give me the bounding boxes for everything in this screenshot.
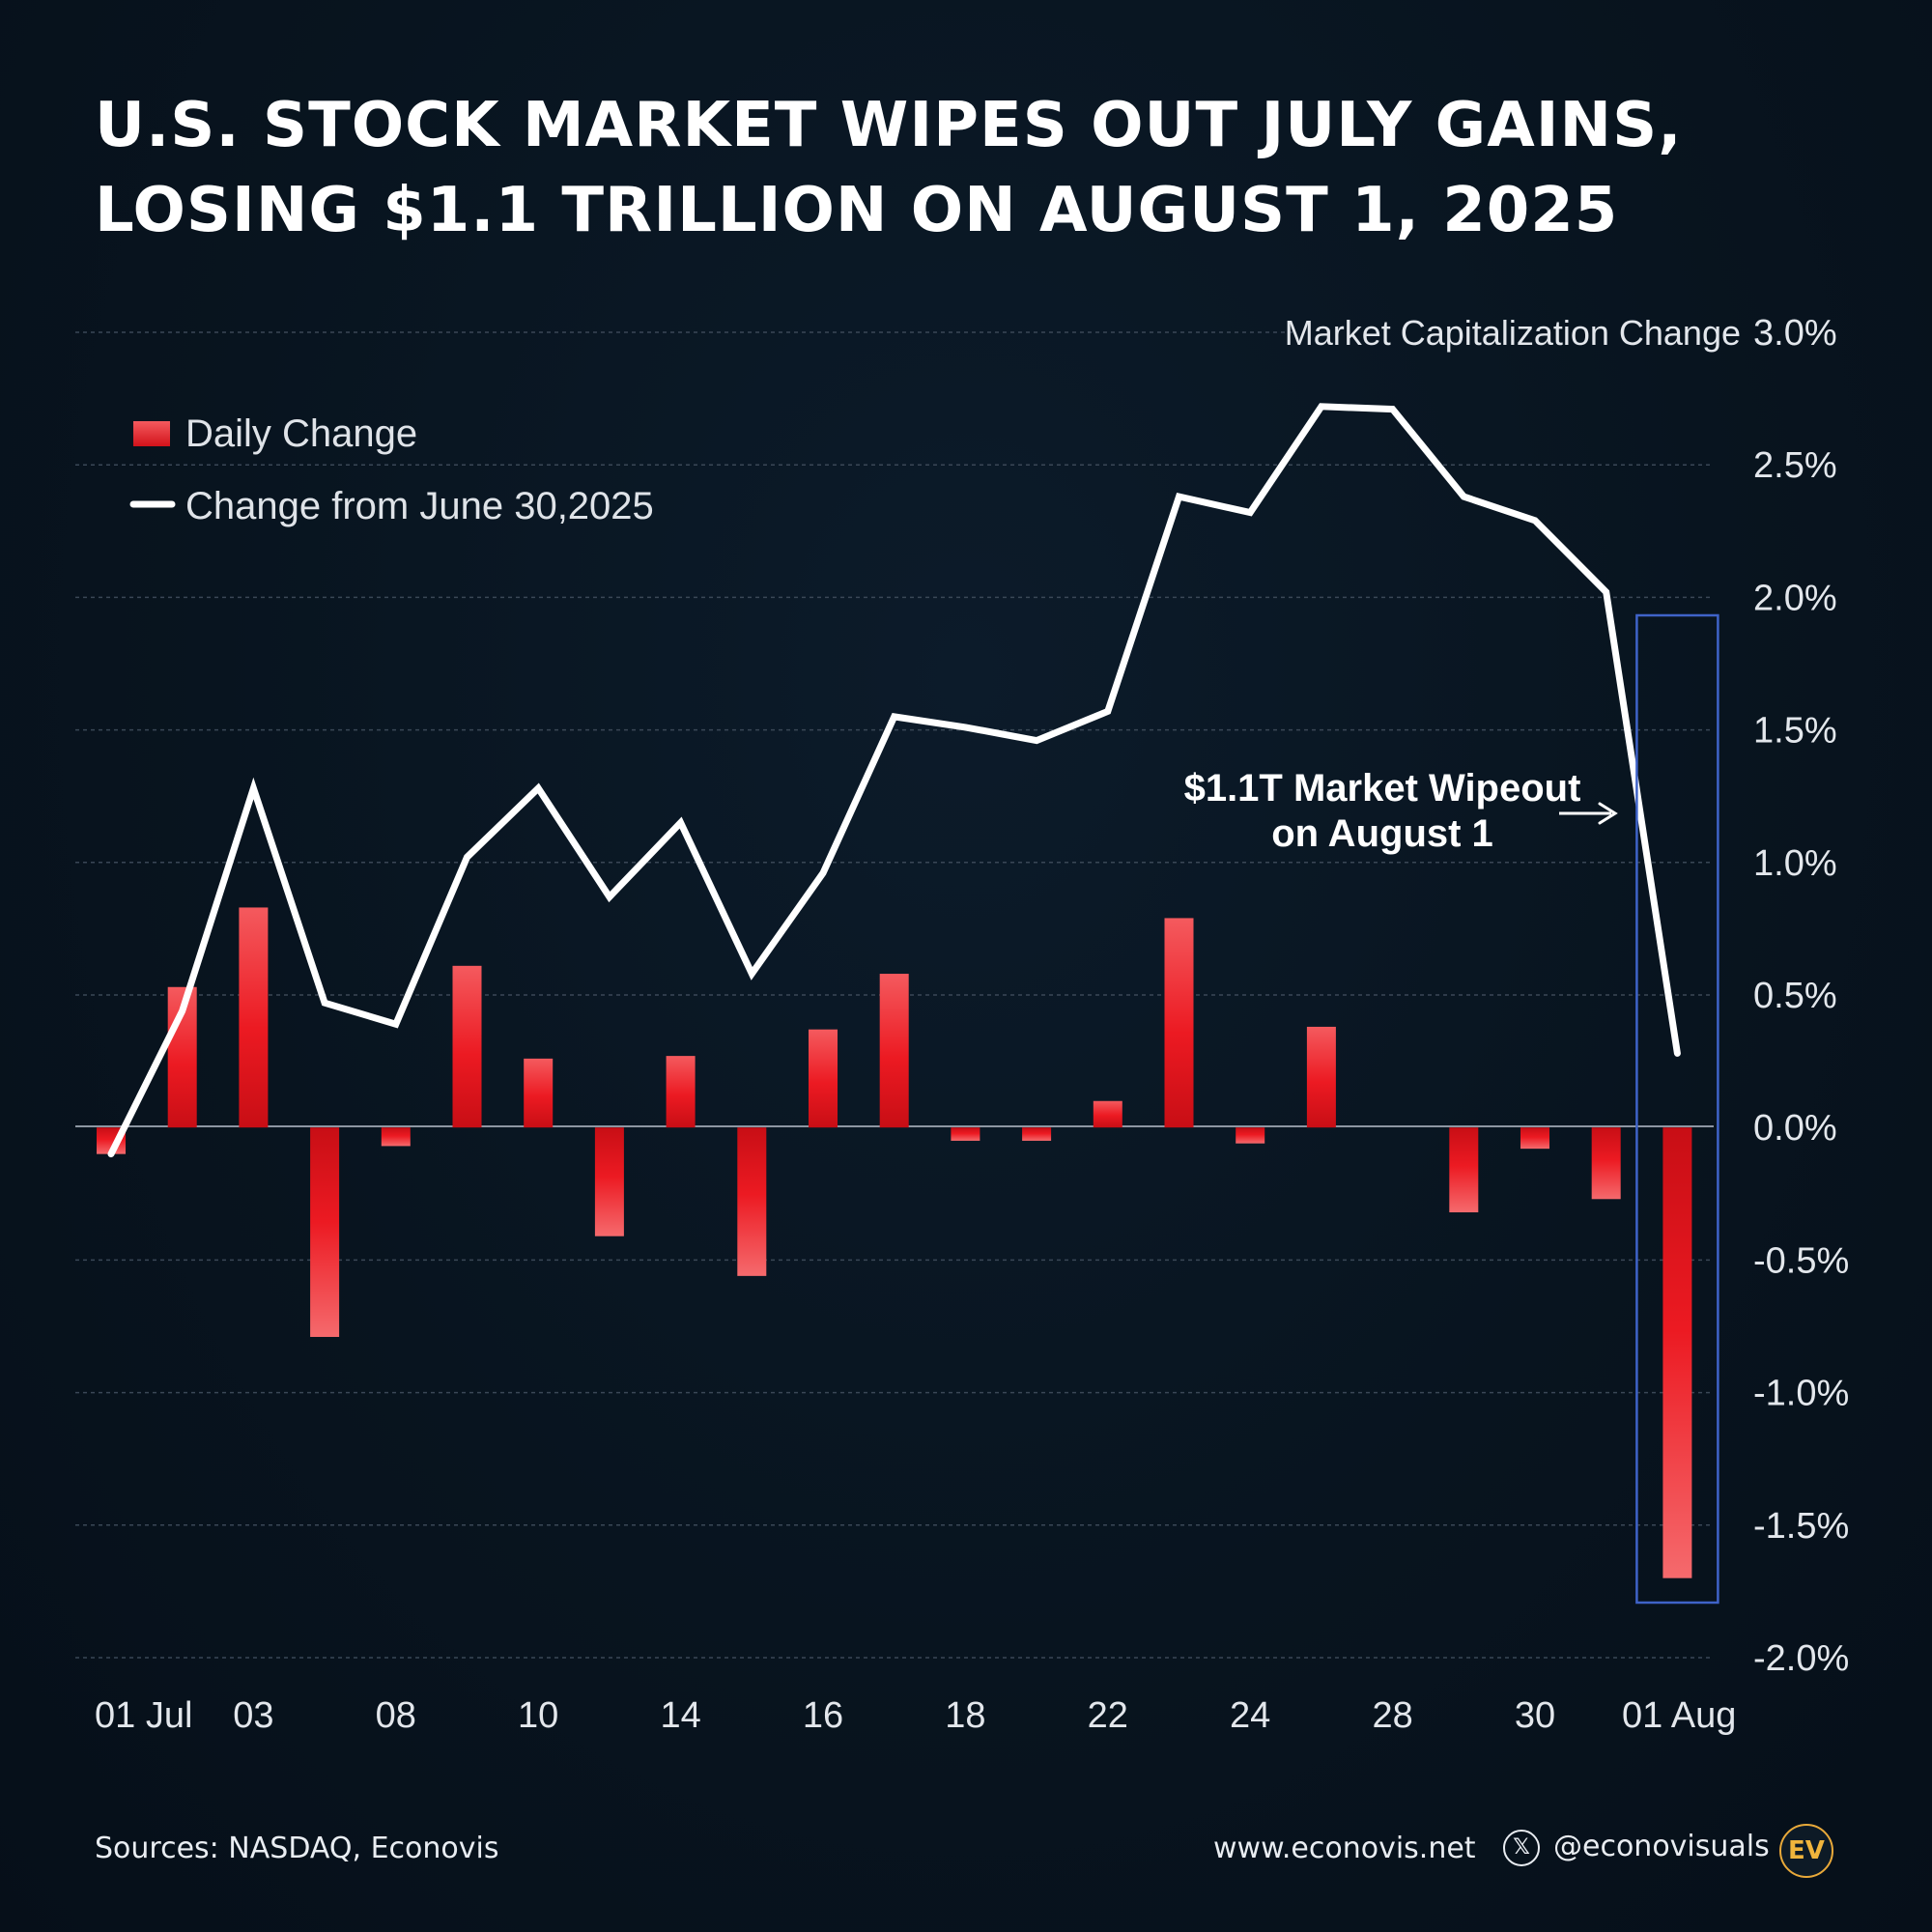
arrow-right-icon: [1559, 802, 1618, 825]
daily-change-bar: [310, 1127, 340, 1337]
y-tick-label: 2.0%: [1753, 578, 1837, 618]
annotation: $1.1T Market Wipeout on August 1: [1184, 767, 1618, 855]
y-tick-label: -0.5%: [1753, 1240, 1849, 1281]
website-link[interactable]: www.econovis.net: [1213, 1832, 1476, 1865]
daily-change-bar: [1306, 1026, 1336, 1128]
daily-change-bar: [1520, 1127, 1549, 1150]
y-tick-label: 0.5%: [1753, 976, 1837, 1016]
daily-change-bar: [452, 965, 482, 1128]
x-logo-icon[interactable]: 𝕏: [1503, 1830, 1540, 1866]
x-tick-label: 01 Aug: [1622, 1695, 1736, 1736]
daily-change-bar: [239, 907, 269, 1128]
y-tick-label: 1.0%: [1753, 843, 1837, 884]
x-tick-label: 08: [376, 1695, 416, 1736]
daily-change-bar: [951, 1127, 980, 1141]
x-tick-label: 03: [233, 1695, 273, 1736]
x-tick-label: 28: [1372, 1695, 1412, 1736]
daily-change-bars: [97, 907, 1692, 1578]
x-tick-label: 01 Jul: [95, 1695, 192, 1736]
chart-title-line-2: LOSING $1.1 TRILLION ON AUGUST 1, 2025: [95, 175, 1619, 246]
x-tick-label: 14: [660, 1695, 700, 1736]
econovis-logo: EV: [1779, 1824, 1833, 1878]
x-axis-ticks: 01 Jul 03 08 10 14 16 18 22 24 28 30 01 Aug: [95, 1695, 1736, 1736]
legend-label-change-from-june-30: Change from June 30,2025: [185, 485, 654, 527]
x-tick-label: 30: [1515, 1695, 1555, 1736]
y-axis-title: Market Capitalization Change: [1285, 313, 1741, 353]
y-axis-ticks: 3.0% 2.5% 2.0% 1.5% 1.0% 0.5% 0.0% -0.5% -1.0% -1…: [1753, 313, 1849, 1679]
daily-change-bar: [1022, 1127, 1052, 1141]
daily-change-bar: [1662, 1127, 1692, 1578]
chart-title-line-1: U.S. STOCK MARKET WIPES OUT JULY GAINS,: [95, 90, 1683, 161]
daily-change-bar: [879, 974, 909, 1128]
daily-change-bar: [1449, 1127, 1479, 1213]
daily-change-bar: [381, 1127, 411, 1147]
daily-change-bar: [809, 1029, 838, 1128]
y-tick-label: 2.5%: [1753, 445, 1837, 486]
daily-change-bar: [737, 1127, 767, 1276]
daily-change-bar: [594, 1127, 624, 1236]
daily-change-bar: [666, 1056, 696, 1128]
y-tick-label: -1.5%: [1753, 1506, 1849, 1547]
chart-title: U.S. STOCK MARKET WIPES OUT JULY GAINS, …: [95, 83, 1737, 253]
cumulative-change-line: [107, 403, 1681, 1158]
x-tick-label: 10: [518, 1695, 558, 1736]
social-handle[interactable]: @econovisuals: [1553, 1830, 1770, 1863]
source-note: Sources: NASDAQ, Econovis: [95, 1832, 499, 1865]
x-tick-label: 18: [945, 1695, 985, 1736]
annotation-line-2: on August 1: [1271, 812, 1493, 855]
daily-change-bar: [1236, 1127, 1265, 1144]
daily-change-bar: [1093, 1100, 1122, 1128]
legend-bar-swatch: [133, 421, 170, 446]
y-tick-label: 1.5%: [1753, 711, 1837, 752]
daily-change-bar: [1591, 1127, 1621, 1200]
x-tick-label: 22: [1088, 1695, 1128, 1736]
x-tick-label: 24: [1230, 1695, 1270, 1736]
legend: Daily Change Change from June 30,2025: [129, 412, 654, 527]
legend-label-daily-change: Daily Change: [185, 412, 417, 455]
y-tick-label: -1.0%: [1753, 1374, 1849, 1414]
daily-change-bar: [524, 1058, 554, 1128]
august-1-highlight-box: [1635, 613, 1719, 1605]
x-tick-label: 16: [803, 1695, 843, 1736]
y-tick-label: -2.0%: [1753, 1638, 1849, 1679]
daily-change-bar: [1164, 918, 1194, 1128]
y-tick-label: 3.0%: [1753, 313, 1837, 354]
y-tick-label: 0.0%: [1753, 1108, 1837, 1149]
annotation-line-1: $1.1T Market Wipeout: [1184, 767, 1581, 810]
